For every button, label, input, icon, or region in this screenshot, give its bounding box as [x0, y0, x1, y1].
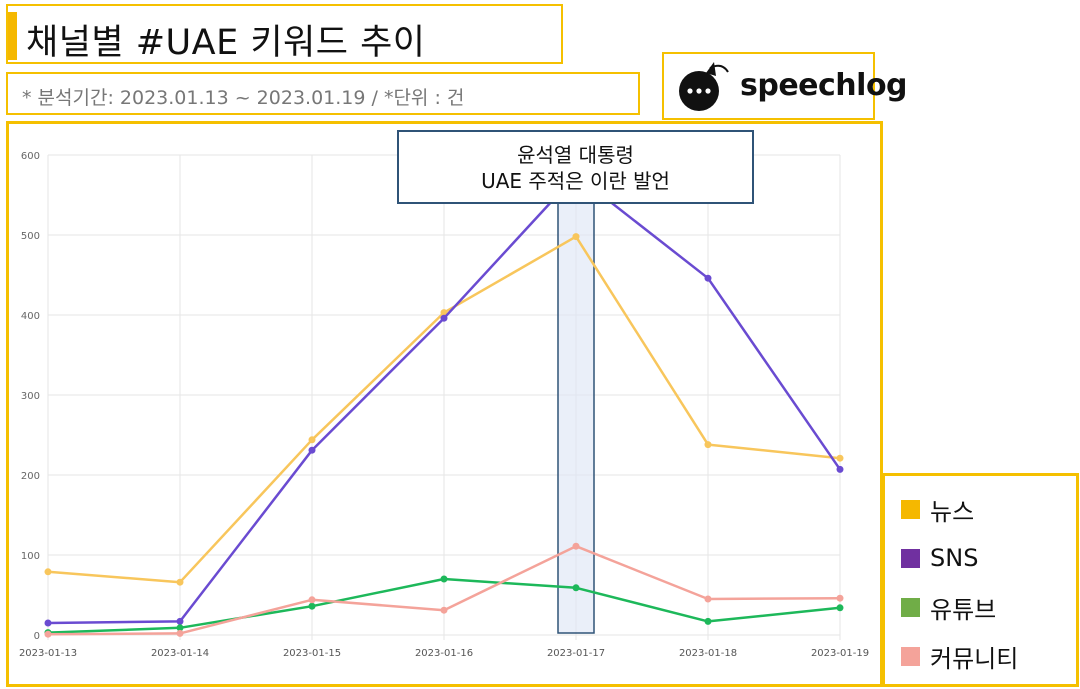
legend-swatch	[901, 499, 920, 519]
legend-label: 뉴스	[930, 497, 975, 526]
legend-label: 유튜브	[930, 595, 997, 624]
legend-swatch	[901, 646, 920, 666]
legend-item-youtube: 유튜브	[901, 593, 996, 624]
speech-bubble-icon	[679, 62, 729, 111]
legend-swatch	[901, 597, 920, 617]
legend-label: SNS	[930, 544, 979, 572]
annotation-line-2: UAE 주적은 이란 발언	[481, 169, 670, 193]
period-box: * 분석기간: 2023.01.13 ~ 2023.01.19 / *단위 : …	[6, 72, 640, 115]
annotation-box: 윤석열 대통령 UAE 주적은 이란 발언	[397, 130, 754, 204]
title-box: 채널별 #UAE 키워드 추이	[6, 4, 563, 64]
legend-item-community: 커뮤니티	[901, 642, 1018, 673]
legend-swatch	[901, 548, 920, 568]
legend-item-news: 뉴스	[901, 495, 974, 526]
page-title: 채널별 #UAE 키워드 추이	[26, 23, 426, 63]
chart-frame	[6, 121, 883, 687]
logo-text: speechlog	[740, 68, 908, 103]
legend-label: 커뮤니티	[930, 644, 1019, 673]
title-accent-bar	[8, 12, 17, 60]
annotation-line-1: 윤석열 대통령	[517, 143, 634, 167]
analysis-period: * 분석기간: 2023.01.13 ~ 2023.01.19 / *단위 : …	[22, 87, 465, 109]
legend: 뉴스 SNS 유튜브 커뮤니티	[882, 473, 1079, 687]
legend-item-sns: SNS	[901, 544, 978, 572]
logo: speechlog	[662, 52, 908, 120]
